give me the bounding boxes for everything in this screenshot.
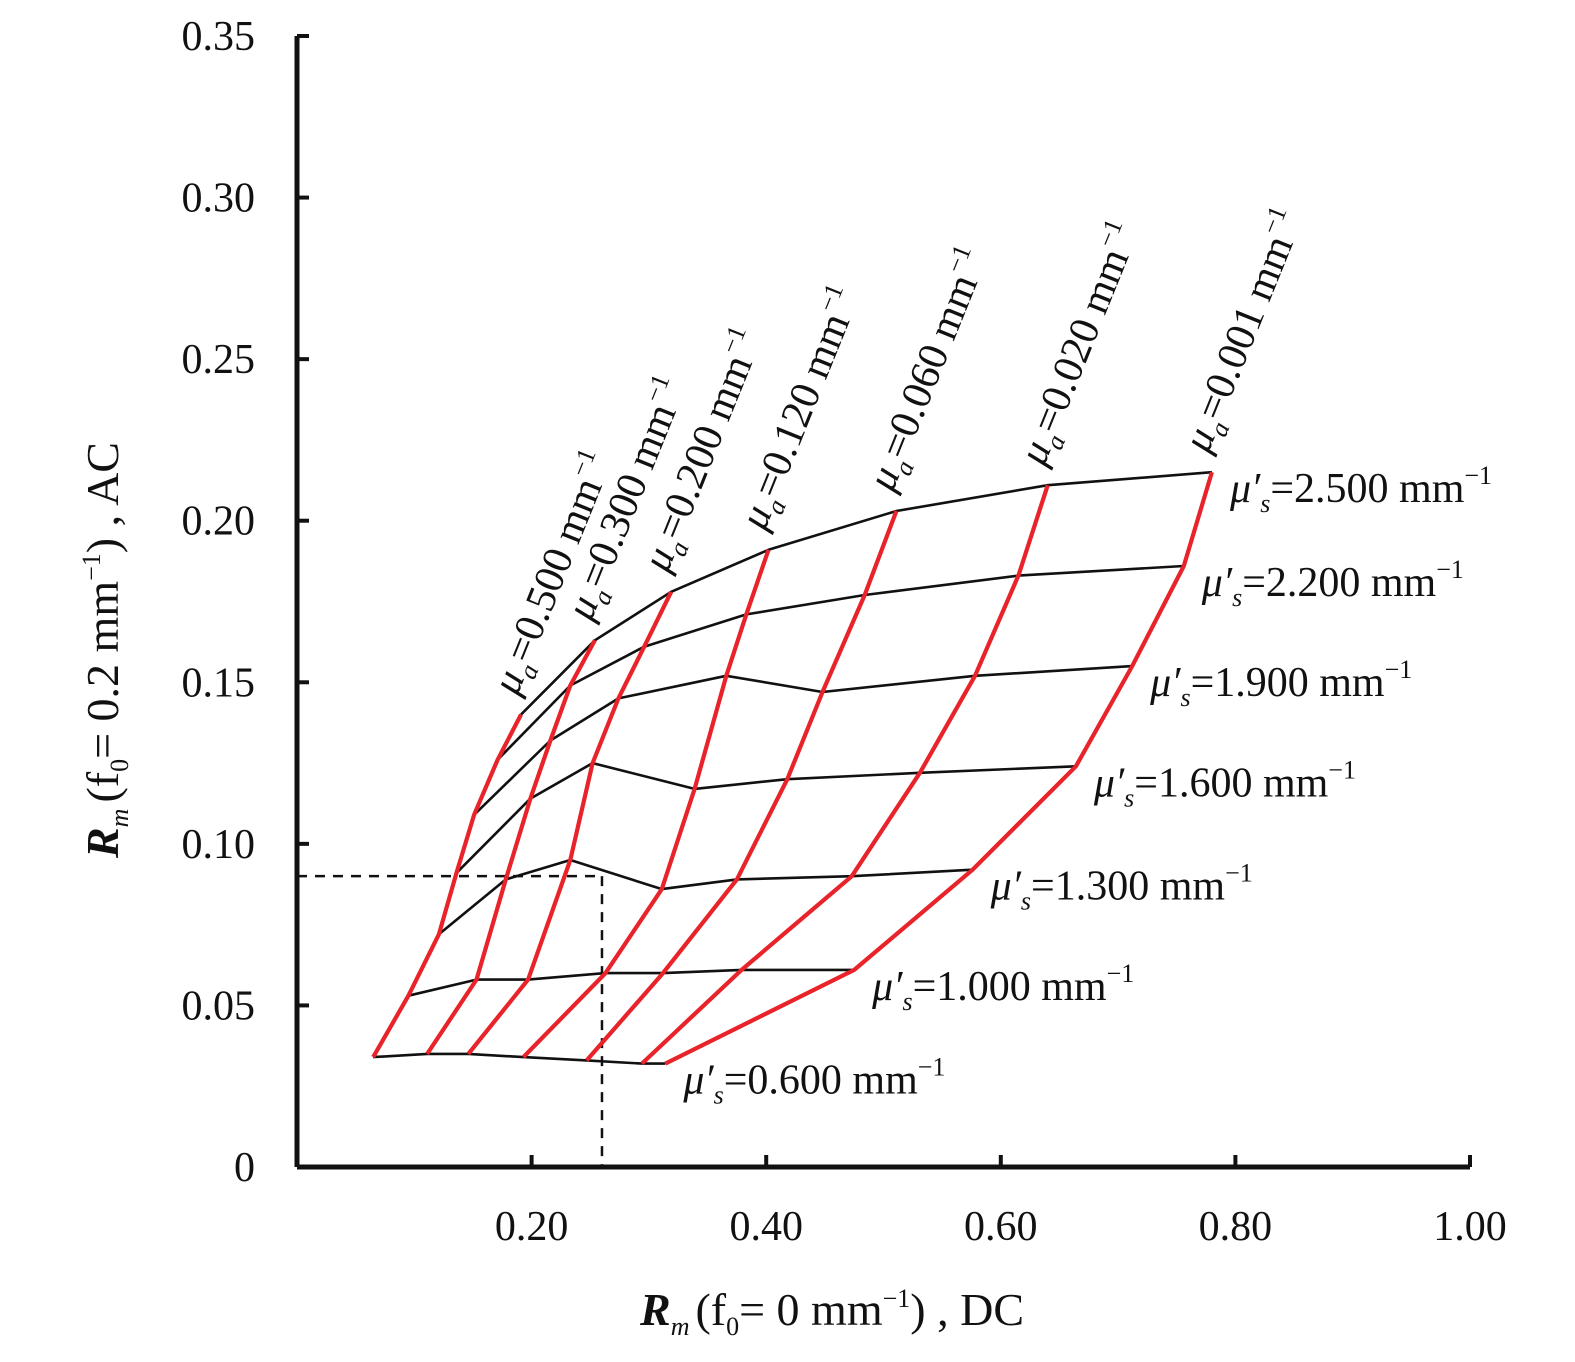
y-axis-title: Rm(f0= 0.2 mm−1) , AC — [77, 442, 134, 859]
mua-label: μa=0.060 mm−1 — [854, 240, 1003, 499]
musp-label: μ′s=0.600 mm−1 — [682, 1053, 945, 1110]
mua-label: μa=0.001 mm−1 — [1170, 202, 1319, 461]
x-tick-label: 0.60 — [964, 1204, 1038, 1250]
musp-label: μ′s=1.900 mm−1 — [1149, 655, 1412, 712]
y-tick-label: 0.20 — [182, 499, 256, 545]
example-guide-lines — [297, 874, 604, 1167]
musp-label: μ′s=2.200 mm−1 — [1201, 555, 1464, 612]
mua-curve — [640, 484, 1050, 1066]
y-tick-label: 0.35 — [182, 14, 256, 60]
x-tick-label: 1.00 — [1433, 1204, 1507, 1250]
mua-label: μa=0.020 mm−1 — [1005, 215, 1154, 474]
x-tick-label: 0.40 — [729, 1204, 803, 1250]
axes: 0 0.05 0.10 0.15 0.20 0.25 0.30 0.35 0.20 0.40 0.6… — [182, 14, 1507, 1250]
mua-curves — [371, 471, 1214, 1066]
musp-label: μ′s=1.300 mm−1 — [990, 859, 1253, 916]
y-tick-label: 0.25 — [182, 337, 256, 383]
mua-curve — [371, 713, 523, 1059]
mua-label: μa=0.120 mm−1 — [726, 279, 875, 538]
mua-curve — [521, 549, 771, 1059]
mua-curve — [664, 471, 1214, 1066]
y-tick-label: 0.30 — [182, 176, 256, 222]
x-tick-label: 0.80 — [1199, 1204, 1273, 1250]
mua-curve — [585, 510, 899, 1062]
musp-label: μ′s=2.500 mm−1 — [1229, 461, 1492, 518]
musp-label: μ′s=1.000 mm−1 — [871, 959, 1134, 1016]
musp-curve — [373, 1052, 666, 1065]
y-tick-label: 0 — [234, 1145, 255, 1191]
y-tick-label: 0.10 — [182, 822, 256, 868]
musp-label: μ′s=1.600 mm−1 — [1093, 755, 1356, 812]
mua-curve — [466, 590, 674, 1056]
x-tick-label: 0.20 — [495, 1204, 569, 1250]
x-axis-title: Rm (f0= 0 mm−1) , DC — [639, 1284, 1024, 1341]
y-tick-label: 0.15 — [182, 660, 256, 706]
y-tick-label: 0.05 — [182, 983, 256, 1029]
musp-curve — [438, 858, 973, 936]
mua-curve — [425, 639, 597, 1056]
